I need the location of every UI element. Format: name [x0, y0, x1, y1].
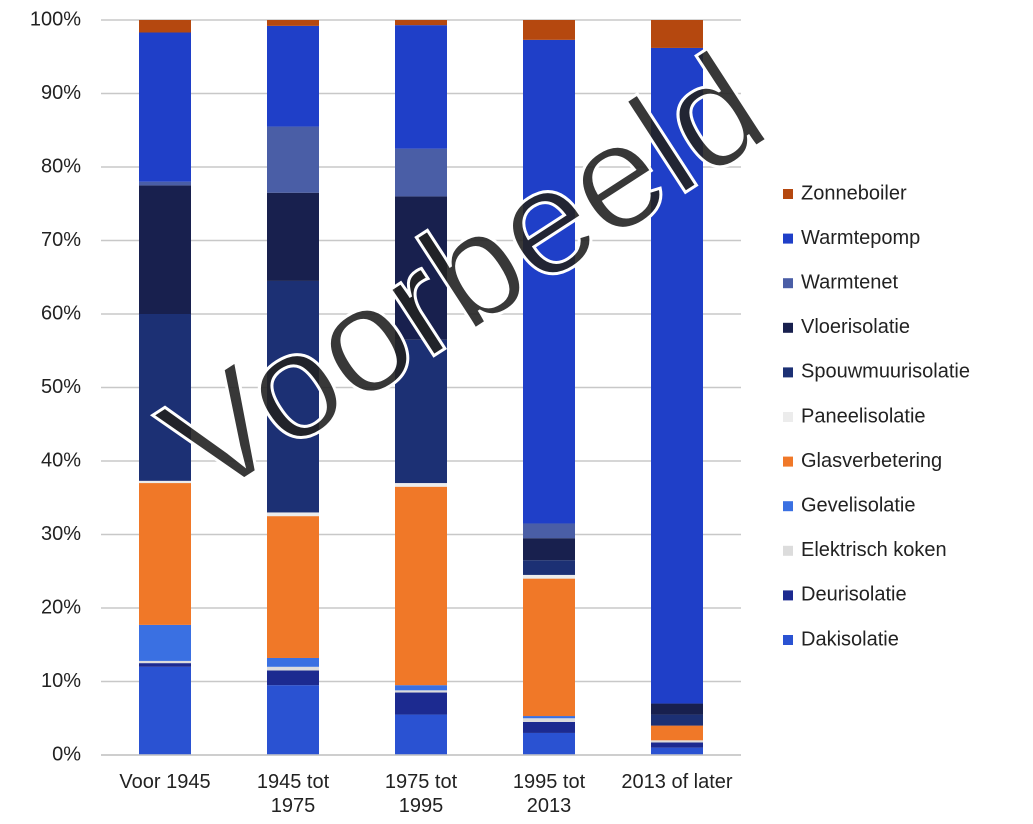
bar-segment [523, 578, 575, 717]
legend-swatch [783, 278, 793, 289]
bar-segment [267, 685, 319, 755]
y-tick-label: 20% [41, 596, 81, 618]
bar-segment [651, 703, 703, 715]
bar-segment [267, 666, 319, 671]
bar-segment [523, 716, 575, 719]
bar-segment [267, 20, 319, 26]
bar-segment [523, 20, 575, 40]
legend-label: Deurisolatie [801, 584, 907, 606]
legend-swatch [783, 590, 793, 601]
legend-label: Vloerisolatie [801, 316, 910, 338]
bar-segment [267, 670, 319, 686]
bar-segment [523, 721, 575, 733]
bar-segment [139, 32, 191, 182]
bar-segment [651, 740, 703, 743]
bar-segment [139, 483, 191, 625]
y-tick-label: 90% [41, 82, 81, 104]
bar-segment [139, 181, 191, 186]
legend-label: Warmtepomp [801, 227, 920, 249]
bar-segment [267, 512, 319, 517]
x-tick-label: Voor 1945 [119, 771, 211, 793]
bar-segment [139, 185, 191, 314]
bar-segment [523, 538, 575, 561]
legend-swatch [783, 456, 793, 467]
bar-segment [395, 148, 447, 197]
legend-swatch [783, 635, 793, 645]
legend-swatch [783, 367, 793, 378]
bar-segment [651, 742, 703, 748]
legend-label: Dakisolatie [801, 628, 899, 650]
bar-segment [139, 660, 191, 664]
y-tick-label: 60% [41, 302, 81, 324]
x-tick-label: 1975 tot 1995 [384, 771, 458, 817]
legend-label: Warmtenet [801, 271, 899, 293]
bar-segment [395, 25, 447, 149]
legend-label: Zonneboiler [801, 182, 907, 204]
x-tick-label: 1995 tot 2013 [512, 771, 586, 817]
legend-label: Glasverbetering [801, 450, 942, 472]
bar-segment [523, 574, 575, 579]
bar-segment [395, 339, 447, 484]
bar-segment [139, 314, 191, 481]
bar-segment [267, 25, 319, 127]
legend-label: Paneelisolatie [801, 405, 926, 427]
x-tick-label: 2013 of later [621, 771, 733, 793]
legend-label: Elektrisch koken [801, 539, 947, 561]
legend-swatch [783, 233, 793, 244]
bar-segment [651, 747, 703, 755]
bar-segment [395, 690, 447, 693]
bar-segment [139, 666, 191, 755]
legend-swatch [783, 322, 793, 333]
legend-label: Spouwmuurisolatie [801, 361, 970, 383]
bar-segment [395, 714, 447, 755]
bar-segment [523, 39, 575, 524]
bar-segment [395, 692, 447, 715]
y-tick-label: 50% [41, 376, 81, 398]
bar-segment [139, 624, 191, 661]
bar-segment [651, 725, 703, 741]
x-tick-label: 1945 tot 1975 [256, 771, 330, 817]
bar-segment [523, 560, 575, 575]
bar-segment [139, 663, 191, 667]
legend-label: Gevelisolatie [801, 494, 916, 516]
bar-segment [523, 732, 575, 755]
bar-segment [651, 47, 703, 704]
bar-segment [267, 280, 319, 513]
bar-segment [395, 196, 447, 340]
y-tick-label: 70% [41, 229, 81, 251]
bar-segment [395, 20, 447, 26]
bar-segment [139, 480, 191, 484]
legend-swatch [783, 412, 793, 422]
bar-segment [523, 523, 575, 539]
y-tick-label: 40% [41, 449, 81, 471]
legend-swatch [783, 545, 793, 556]
bar-segment [395, 486, 447, 686]
bar-segment [139, 20, 191, 33]
y-tick-label: 80% [41, 155, 81, 177]
bar-segment [267, 192, 319, 281]
bar-segment [267, 657, 319, 667]
bar-segment [651, 20, 703, 48]
y-tick-label: 0% [52, 743, 81, 765]
y-tick-label: 100% [30, 8, 81, 30]
y-tick-label: 10% [41, 670, 81, 692]
bar-segment [523, 718, 575, 722]
legend-swatch [783, 501, 793, 512]
bar-segment [267, 516, 319, 658]
legend-swatch [783, 189, 793, 199]
bar-segment [267, 126, 319, 193]
y-tick-label: 30% [41, 523, 81, 545]
bar-segment [651, 714, 703, 726]
bar-segment [395, 483, 447, 487]
bar-segment [395, 685, 447, 691]
